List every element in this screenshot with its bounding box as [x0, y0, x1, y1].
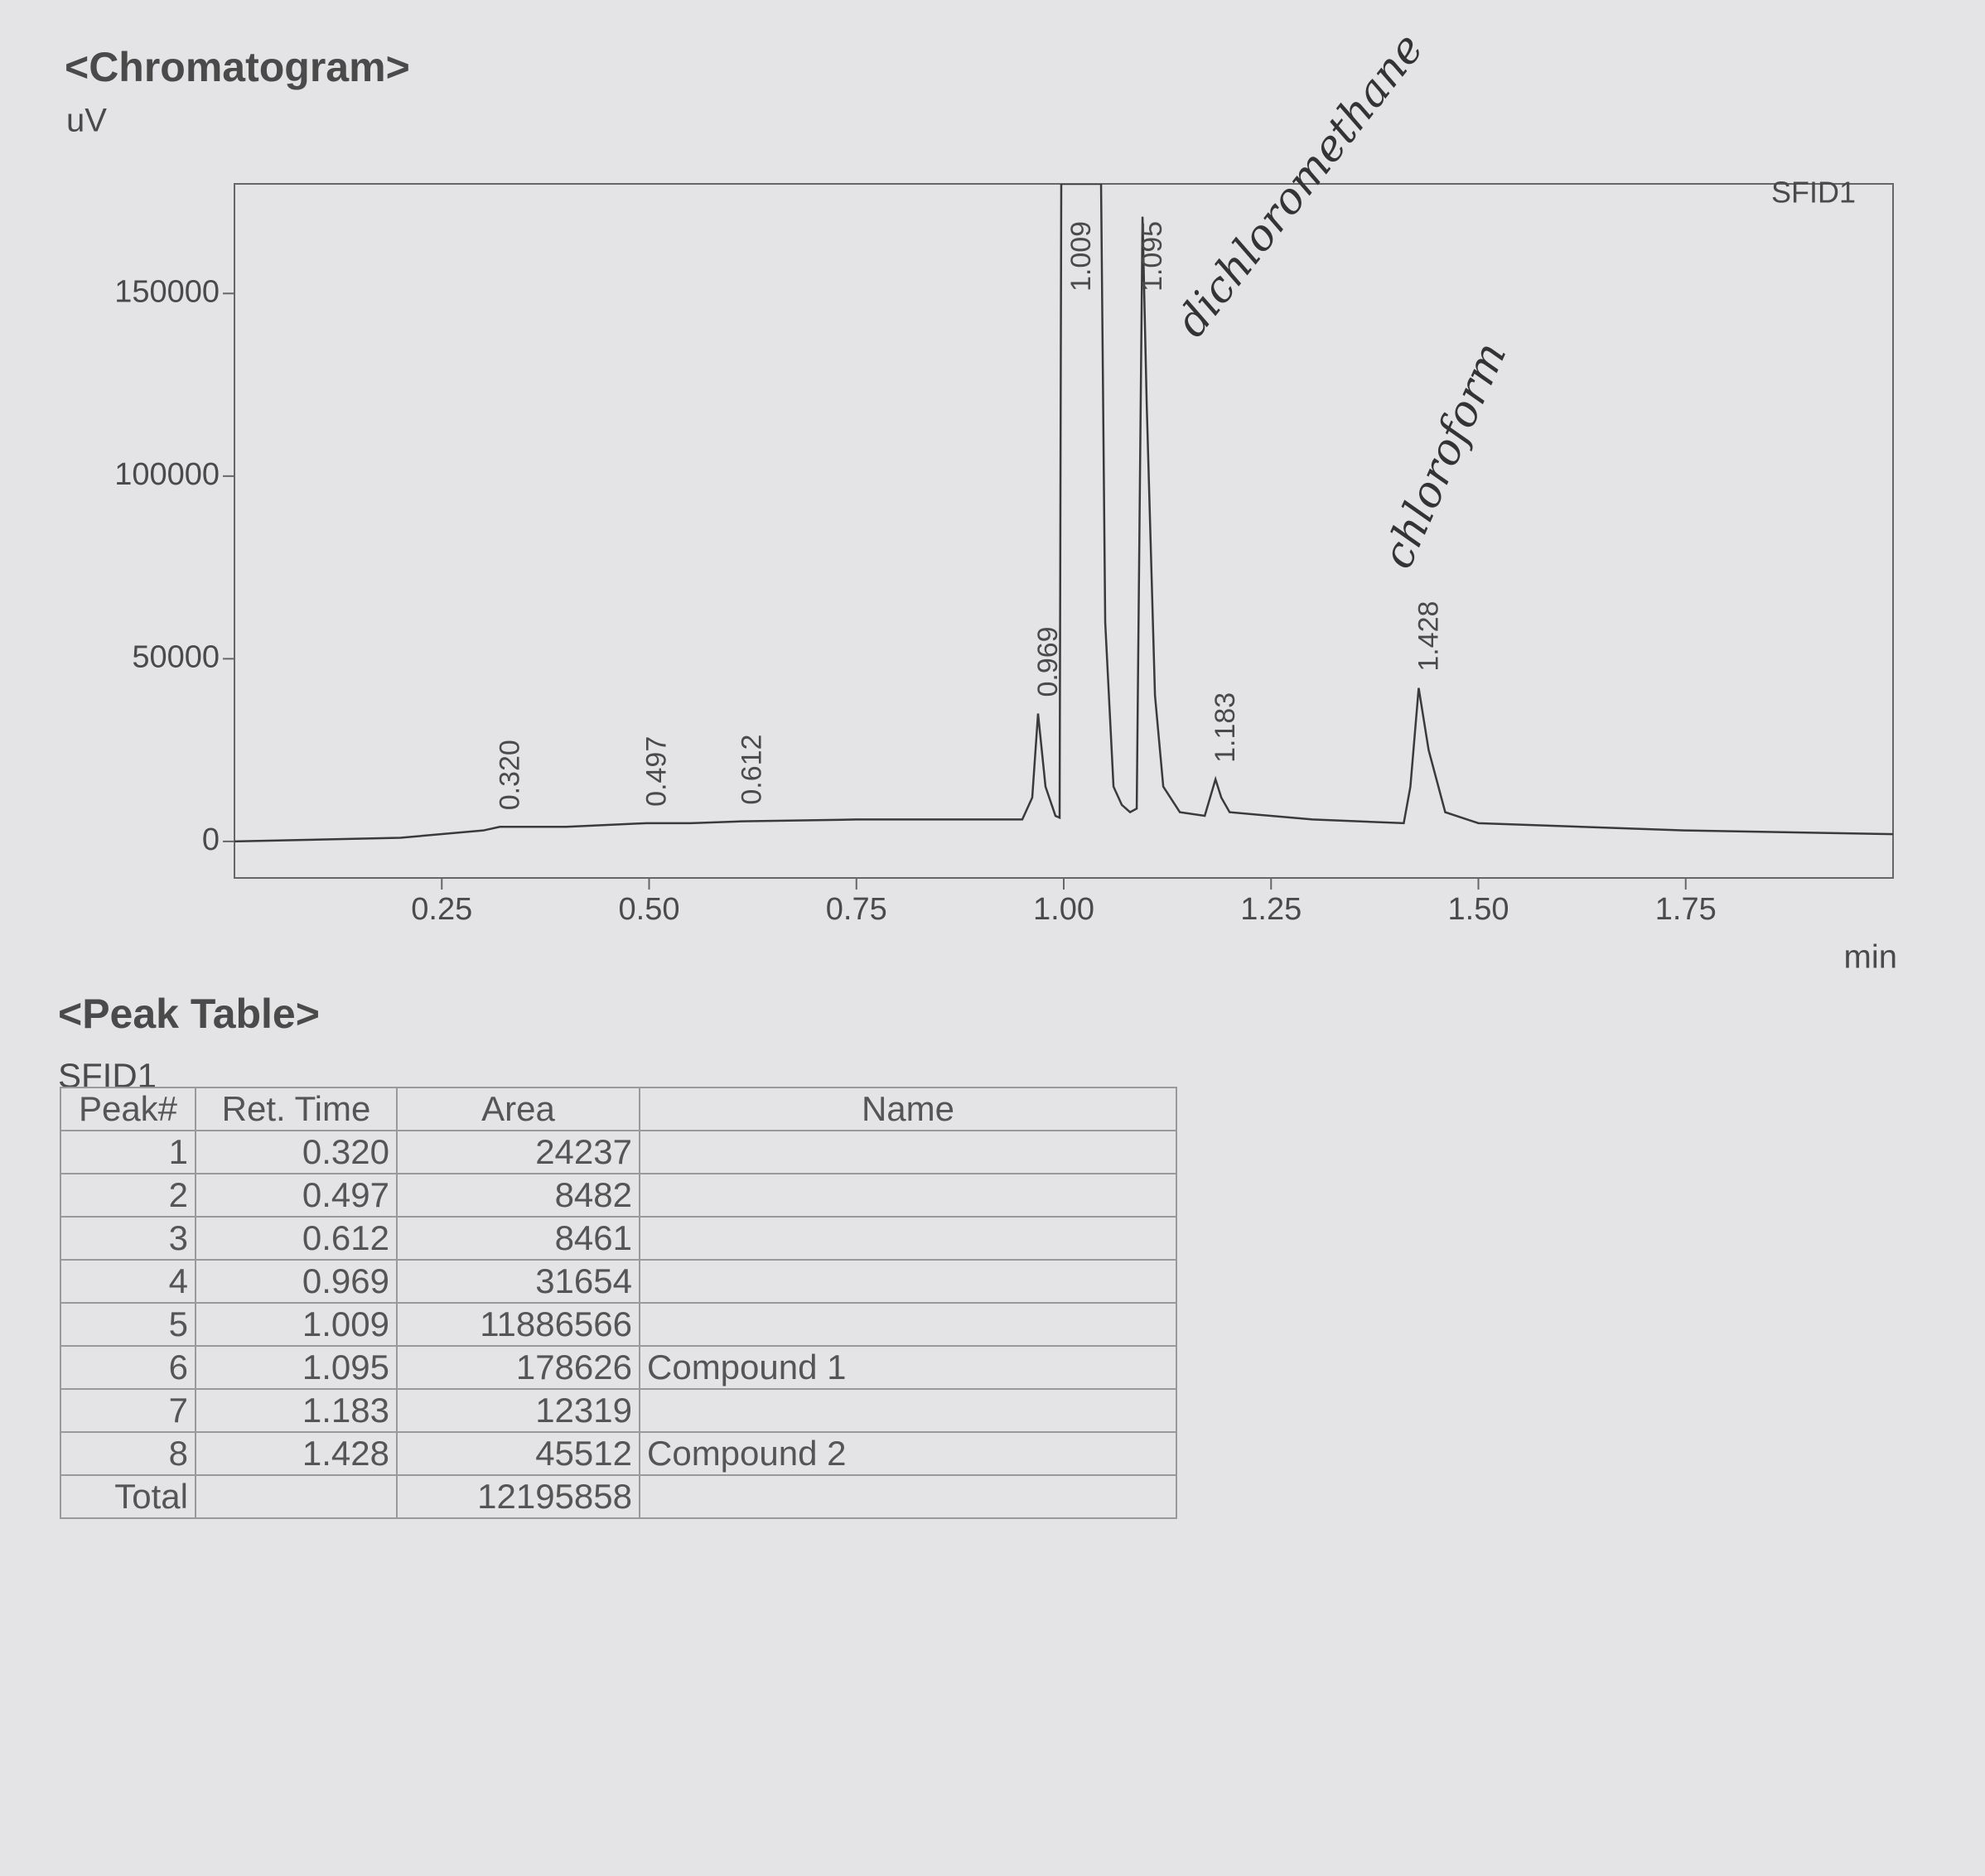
- compound-name: [639, 1130, 1177, 1174]
- x-tick-label: 1.25: [1240, 892, 1302, 927]
- total-area: 12195858: [396, 1474, 640, 1519]
- table-row: 1 0.320 24237: [60, 1130, 1177, 1174]
- empty-cell: [639, 1474, 1177, 1519]
- peak-number: 3: [60, 1216, 196, 1261]
- area: 31654: [396, 1259, 640, 1304]
- plot-frame: [234, 183, 1894, 879]
- retention-time: 0.969: [195, 1259, 398, 1304]
- x-tick-label: 0.75: [826, 892, 887, 927]
- chart-title: <Chromatogram>: [65, 44, 410, 90]
- y-axis-label: uV: [66, 103, 107, 139]
- y-tick-label: 50000: [132, 639, 220, 674]
- x-axis-label: min: [1844, 939, 1897, 976]
- retention-time: 1.428: [195, 1431, 398, 1476]
- peak-label: 1.183: [1210, 692, 1241, 763]
- peak-label: 0.320: [494, 740, 525, 810]
- area: 45512: [396, 1431, 640, 1476]
- compound-name: Compound 2: [639, 1431, 1177, 1476]
- compound-name: [639, 1216, 1177, 1261]
- peak-table: Peak# Ret. Time Area Name 1 0.320 24237 2 0.497 8…: [60, 1087, 1177, 1519]
- peak-label: 0.497: [640, 736, 672, 807]
- peak-number: 1: [60, 1130, 196, 1174]
- peak-number: 6: [60, 1345, 196, 1390]
- retention-time: 1.183: [195, 1388, 398, 1433]
- total-row: Total 12195858: [60, 1474, 1177, 1519]
- trace: [234, 184, 1893, 843]
- table-row: 7 1.183 12319: [60, 1388, 1177, 1433]
- table-row: 4 0.969 31654: [60, 1259, 1177, 1304]
- area: 8461: [396, 1216, 640, 1261]
- retention-time: 1.095: [195, 1345, 398, 1390]
- compound-name: [639, 1259, 1177, 1304]
- x-tick-label: 0.50: [619, 892, 680, 927]
- area: 8482: [396, 1173, 640, 1218]
- retention-time: 0.320: [195, 1130, 398, 1174]
- peak-label: 1.095: [1137, 221, 1168, 292]
- handwritten-note: dichloromethane: [1166, 24, 1433, 346]
- compound-name: Compound 1: [639, 1345, 1177, 1390]
- table-title: <Peak Table>: [58, 991, 320, 1037]
- column-header: Ret. Time: [195, 1087, 398, 1131]
- y-tick-label: 100000: [114, 457, 220, 492]
- table-row: 5 1.009 11886566: [60, 1302, 1177, 1347]
- x-tick-label: 1.50: [1448, 892, 1509, 927]
- compound-name: [639, 1173, 1177, 1218]
- table-row: 6 1.095 178626 Compound 1: [60, 1345, 1177, 1390]
- peak-label: 1.428: [1413, 601, 1444, 672]
- peak-number: 5: [60, 1302, 196, 1347]
- legend-label: SFID1: [1771, 176, 1856, 210]
- peak-number: 7: [60, 1388, 196, 1433]
- retention-time: 0.497: [195, 1173, 398, 1218]
- handwritten-note: chloroform: [1373, 335, 1516, 576]
- compound-name: [639, 1302, 1177, 1347]
- column-header: Area: [396, 1087, 640, 1131]
- area: 11886566: [396, 1302, 640, 1347]
- x-tick-label: 1.00: [1033, 892, 1094, 927]
- retention-time: 0.612: [195, 1216, 398, 1261]
- y-tick-label: 150000: [114, 274, 220, 309]
- empty-cell: [195, 1474, 398, 1519]
- peak-label: 0.612: [737, 735, 768, 805]
- peak-label: 1.009: [1065, 221, 1097, 292]
- peak-number: 2: [60, 1173, 196, 1218]
- compound-name: [639, 1388, 1177, 1433]
- y-tick-label: 0: [202, 822, 220, 857]
- table-row: 3 0.612 8461: [60, 1216, 1177, 1261]
- total-label: Total: [60, 1474, 196, 1519]
- x-tick-label: 0.25: [411, 892, 472, 927]
- header-row: Peak# Ret. Time Area Name: [60, 1087, 1177, 1131]
- area: 178626: [396, 1345, 640, 1390]
- table-row: 2 0.497 8482: [60, 1173, 1177, 1218]
- plot-area: [234, 184, 1893, 843]
- table-row: 8 1.428 45512 Compound 2: [60, 1431, 1177, 1476]
- peak-label: 0.969: [1032, 626, 1064, 697]
- x-tick-label: 1.75: [1655, 892, 1717, 927]
- area: 24237: [396, 1130, 640, 1174]
- peak-number: 8: [60, 1431, 196, 1476]
- column-header: Peak#: [60, 1087, 196, 1131]
- area: 12319: [396, 1388, 640, 1433]
- column-header: Name: [639, 1087, 1177, 1131]
- peak-number: 4: [60, 1259, 196, 1304]
- chart: <Chromatogram> uV min SFID1 0 50000 100000…: [65, 24, 1897, 976]
- retention-time: 1.009: [195, 1302, 398, 1347]
